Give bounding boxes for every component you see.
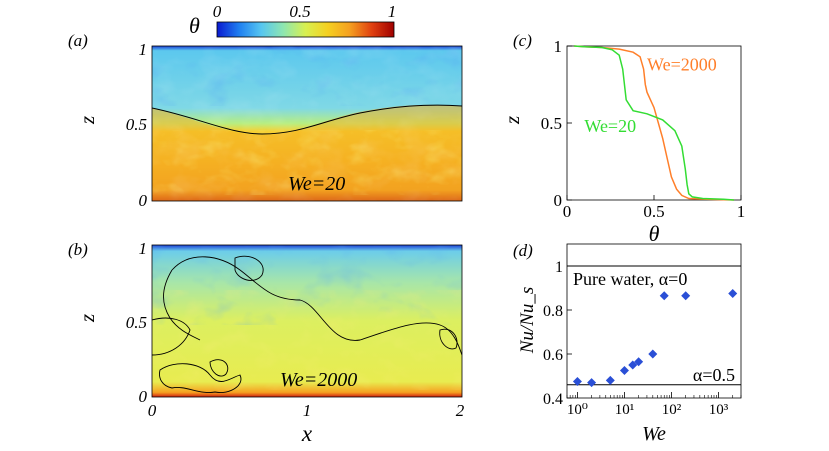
- panel-c-xtick-label: 0.5: [643, 202, 664, 221]
- panel-b-zlabel: z: [75, 314, 99, 323]
- panel-d-data-point: [681, 291, 691, 301]
- panel-a-annotation: We=20: [288, 173, 345, 195]
- panel-d-reference-label: α=0.5: [693, 365, 735, 385]
- panel-b-ztick-2: 1: [139, 239, 148, 258]
- panel-b-ztick-1: 0.5: [126, 313, 147, 332]
- panel-c-xlabel: θ: [649, 221, 660, 246]
- panel-c-label: (c): [513, 31, 532, 50]
- panel-d-ylabel: Nu/Nu_s: [517, 287, 538, 355]
- panel-d-xtick-label: 10²: [662, 402, 682, 418]
- panel-d-data-point: [659, 291, 669, 301]
- panel-d-xtick-label: 10⁰: [567, 402, 588, 418]
- panel-c-legend-label: We=2000: [647, 55, 717, 75]
- panel-d-data-point: [587, 378, 597, 388]
- panel-a: (a) We=20 0 0.5 1 z: [68, 31, 463, 210]
- panel-d-data-point: [634, 357, 644, 367]
- panel-c-ytick-label: 0: [554, 191, 563, 210]
- panel-d-ytick-label: 0.4: [543, 391, 563, 408]
- panel-a-field: [152, 46, 462, 201]
- panel-b-xtick-2: 2: [456, 401, 465, 420]
- panel-c-series-line: [573, 45, 735, 201]
- panel-d-ytick-label: 0.8: [543, 303, 563, 320]
- panel-c-ylabel: z: [500, 116, 524, 125]
- panel-b-ztick-0: 0: [139, 387, 148, 406]
- panel-d-data-point: [728, 289, 738, 298]
- panel-d-xlabel: We: [642, 423, 666, 445]
- panel-b-field: [152, 245, 462, 397]
- panel-d-data-point: [619, 366, 629, 375]
- panel-b: (b) We=2000 0 0.5 1 z 0 1 2 x: [68, 239, 465, 446]
- panel-d: (d) 0.4 0.6 0.8 1 10⁰ 10¹ 10² 10³ We Nu/Nu_s Pure w…: [513, 241, 742, 445]
- panel-d-label: (d): [513, 241, 533, 260]
- panel-a-zlabel: z: [75, 116, 99, 125]
- panel-d-reference-label: Pure water, α=0: [573, 269, 687, 289]
- colorbar-tick-2: 1: [388, 2, 397, 21]
- panel-b-xlabel: x: [301, 421, 313, 446]
- panel-d-xtick-label: 10³: [709, 402, 729, 418]
- panel-d-ytick-label: 0.6: [543, 347, 563, 364]
- panel-b-xtick-0: 0: [148, 401, 157, 420]
- panel-b-xtick-1: 1: [303, 401, 312, 420]
- panel-c: (c) 00 0.5 0.5 1 1 θ z We=2000 We=20: [500, 31, 745, 246]
- panel-a-ztick-2: 1: [139, 40, 148, 59]
- panel-c-legend-label: We=20: [584, 116, 636, 136]
- panel-b-frame: [151, 244, 463, 398]
- panel-d-xtick-label: 10¹: [615, 402, 635, 418]
- panel-a-frame: [151, 45, 463, 202]
- panel-d-frame: [566, 243, 742, 399]
- panel-d-data-point: [572, 377, 582, 386]
- panel-c-xtick-label: 1: [737, 202, 746, 221]
- colorbar-gradient: [216, 21, 395, 38]
- panel-a-label: (a): [68, 31, 88, 50]
- panel-a-ztick-0: 0: [139, 191, 148, 210]
- panel-d-data-point: [605, 375, 615, 385]
- colorbar-tick-1: 0.5: [289, 2, 310, 21]
- panel-d-ytick-label: 1: [555, 259, 563, 276]
- panel-d-data-point: [628, 360, 638, 370]
- colorbar-tick-0: 0: [213, 2, 222, 21]
- colorbar-symbol: θ: [189, 13, 200, 38]
- panel-c-series-line: [573, 45, 735, 201]
- panel-d-data-point: [648, 349, 658, 359]
- panel-c-ytick-label: 0.5: [541, 114, 562, 133]
- panel-c-xtick-label: 0: [563, 202, 572, 221]
- panel-c-ytick-label: 1: [554, 37, 563, 56]
- panel-b-annotation: We=2000: [280, 369, 357, 391]
- colorbar: θ 0 0.5 1: [189, 2, 396, 38]
- panel-a-ztick-1: 0.5: [126, 115, 147, 134]
- panel-b-label: (b): [68, 240, 88, 259]
